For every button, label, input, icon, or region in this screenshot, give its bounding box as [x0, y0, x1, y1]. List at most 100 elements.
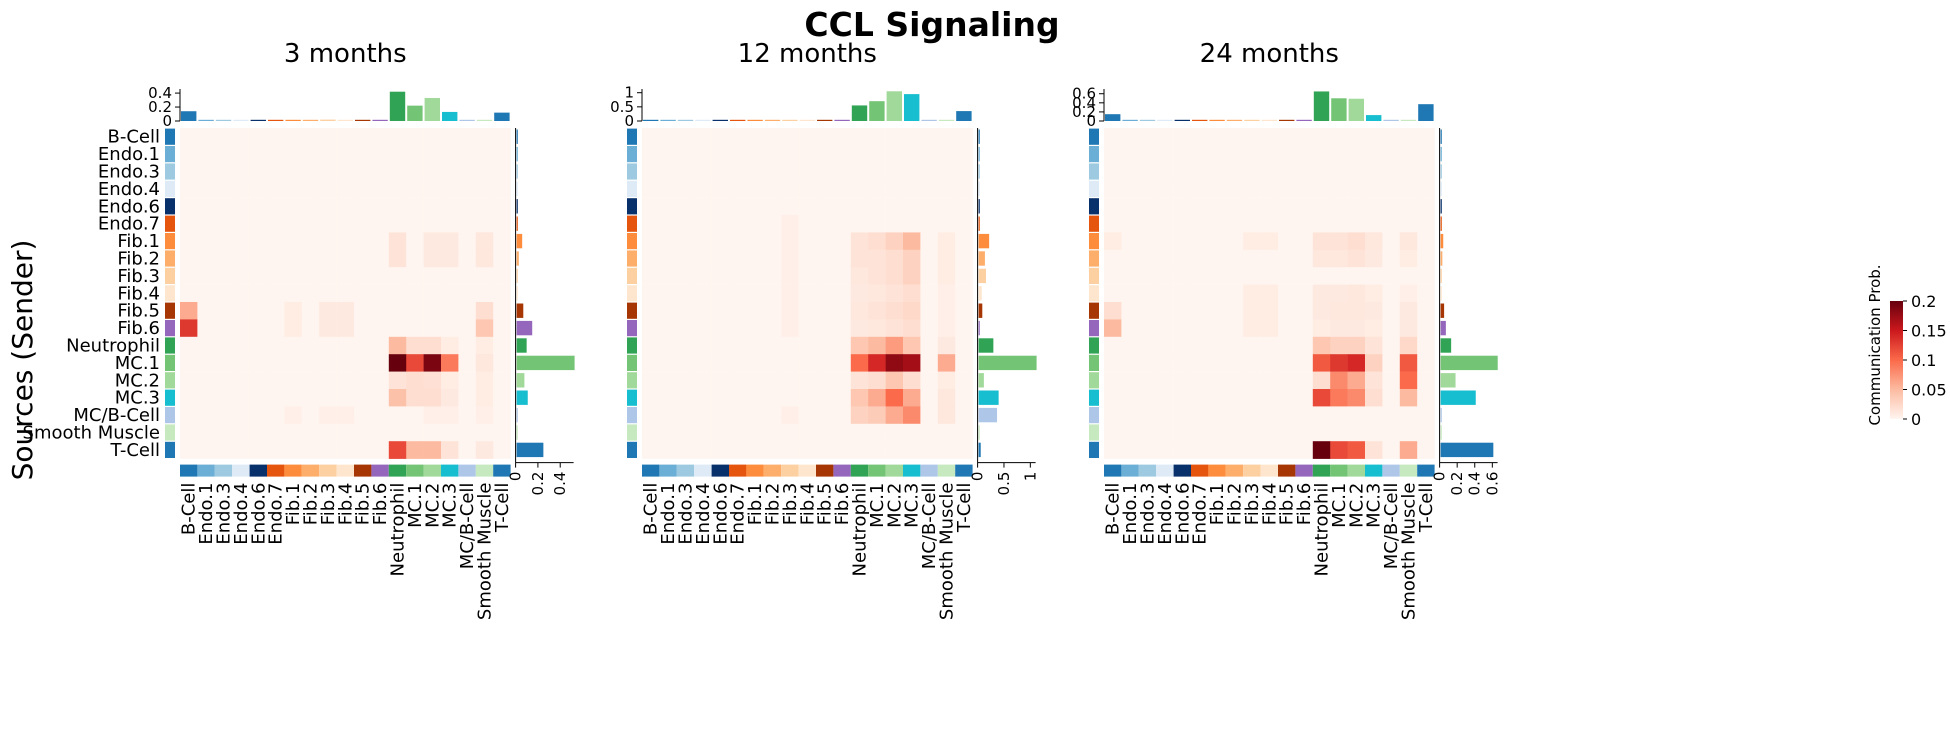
right-bar: [516, 216, 518, 231]
heatmap-cell: [180, 197, 198, 216]
heatmap-cell: [493, 354, 511, 372]
row-label: Endo.7: [98, 214, 160, 235]
sender-color-swatch: [165, 233, 175, 250]
heatmap-cell: [642, 232, 660, 251]
heatmap-cell: [1243, 145, 1261, 164]
heatmap-cell: [885, 423, 904, 442]
heatmap-cell: [1278, 162, 1296, 181]
right-bar: [1440, 268, 1442, 284]
heatmap-cell: [833, 249, 852, 268]
heatmap-cell: [354, 336, 372, 355]
heatmap-cell: [711, 441, 730, 459]
heatmap-cell: [197, 180, 216, 198]
heatmap-cell: [694, 319, 712, 338]
receiver-color-swatch: [676, 464, 695, 477]
top-bar: [1279, 119, 1295, 121]
panel-title: 12 months: [738, 39, 877, 69]
heatmap-cell: [850, 371, 869, 390]
heatmap-cell: [868, 197, 886, 216]
heatmap-cell: [406, 371, 424, 390]
heatmap-cell: [1173, 162, 1192, 181]
receiver-color-swatch: [746, 464, 764, 477]
heatmap-cell: [1260, 406, 1279, 425]
heatmap-cell: [1417, 371, 1435, 390]
right-bar: [516, 164, 518, 179]
receiver-color-swatch: [1191, 464, 1209, 477]
top-bar: [1261, 119, 1277, 121]
heatmap-cell: [388, 128, 407, 146]
heatmap-cell: [1260, 267, 1279, 285]
heatmap-cell: [423, 249, 442, 268]
column-label: Endo.7: [1190, 483, 1211, 545]
heatmap-cell: [1225, 128, 1244, 146]
heatmap-cell: [301, 354, 320, 372]
sender-color-swatch: [627, 198, 637, 215]
heatmap-cell: [676, 284, 695, 303]
heatmap-cell: [885, 354, 904, 372]
heatmap-cell: [1260, 319, 1279, 338]
heatmap-cell: [336, 232, 355, 251]
heatmap-cell: [1347, 423, 1366, 442]
heatmap-cell: [903, 197, 921, 216]
heatmap-cell: [868, 215, 886, 233]
heatmap-cell: [388, 319, 407, 338]
heatmap-cell: [1330, 162, 1348, 181]
heatmap-cell: [336, 180, 355, 198]
heatmap-cell: [1399, 319, 1418, 338]
row-label: T-Cell: [110, 440, 160, 461]
heatmap-cell: [729, 302, 747, 320]
sender-color-swatch: [627, 441, 637, 458]
heatmap-cell: [336, 249, 355, 268]
heatmap-cell: [798, 423, 817, 442]
heatmap-cell: [746, 128, 765, 146]
heatmap-cell: [1208, 215, 1227, 233]
heatmap-cell: [180, 215, 198, 233]
heatmap-cell: [493, 232, 511, 251]
heatmap-cell: [816, 389, 834, 407]
heatmap-cell: [423, 441, 442, 459]
heatmap-cell: [214, 423, 233, 442]
heatmap-cell: [1312, 128, 1331, 146]
heatmap-cell: [833, 389, 852, 407]
heatmap-cell: [458, 180, 477, 198]
heatmap-cell: [441, 441, 459, 459]
right-bar: [1440, 216, 1442, 231]
column-label: B-Cell: [641, 483, 662, 535]
receiver-color-swatch: [354, 464, 372, 477]
heatmap-cell: [763, 232, 782, 251]
top-tick-label: 0.2: [148, 98, 172, 116]
heatmap-cell: [1382, 215, 1401, 233]
heatmap-cell: [868, 232, 886, 251]
row-label: Endo.1: [98, 144, 160, 165]
heatmap-cell: [319, 180, 337, 198]
heatmap-cell: [955, 215, 973, 233]
heatmap-cell: [232, 319, 250, 338]
heatmap-cell: [493, 371, 511, 390]
panel-title: 24 months: [1200, 39, 1339, 69]
heatmap-cell: [1121, 371, 1140, 390]
right-bar: [978, 251, 985, 266]
top-bar: [1192, 119, 1208, 121]
receiver-color-swatch: [711, 464, 729, 477]
heatmap-cell: [711, 162, 730, 181]
heatmap-cell: [1156, 215, 1174, 233]
right-bar: [516, 373, 525, 388]
column-label: T-Cell: [492, 483, 513, 533]
heatmap-cell: [642, 302, 660, 320]
heatmap-cell: [1191, 336, 1209, 355]
heatmap-cell: [1312, 336, 1331, 355]
heatmap-cell: [694, 145, 712, 164]
heatmap-cell: [1121, 128, 1140, 146]
heatmap-cell: [816, 197, 834, 216]
heatmap-cell: [1312, 371, 1331, 390]
heatmap-cell: [180, 423, 198, 442]
heatmap-cell: [1312, 389, 1331, 407]
heatmap-cell: [336, 319, 355, 338]
heatmap-cell: [746, 267, 765, 285]
heatmap-cell: [746, 389, 765, 407]
receiver-color-swatch: [1295, 464, 1313, 477]
heatmap-cell: [475, 267, 494, 285]
heatmap-cell: [850, 284, 869, 303]
heatmap-cell: [781, 162, 799, 181]
receiver-color-swatch: [493, 464, 511, 477]
